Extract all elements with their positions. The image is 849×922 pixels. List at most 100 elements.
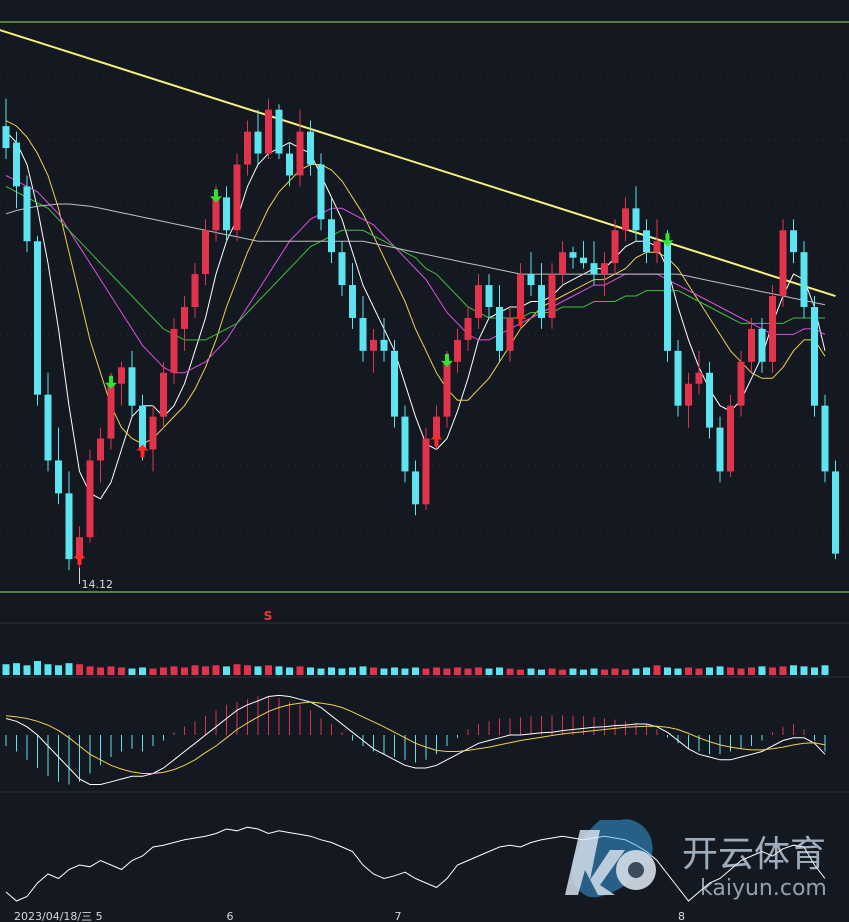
candle <box>464 307 472 351</box>
candle <box>181 296 188 351</box>
volume-bar <box>359 666 367 675</box>
candle <box>527 252 535 297</box>
volume-bar <box>244 665 251 675</box>
volume-bar <box>559 669 566 675</box>
candle <box>223 186 230 242</box>
signal-arrows <box>73 189 674 565</box>
buy-arrow <box>73 551 86 565</box>
buy-arrow <box>430 433 443 447</box>
candle-body <box>527 274 535 286</box>
candle-body <box>748 328 755 362</box>
candle <box>622 197 629 242</box>
candle-body <box>244 131 251 165</box>
candle-body <box>118 367 125 384</box>
candle <box>317 153 325 231</box>
volume-bar <box>181 667 188 675</box>
volume-bar <box>139 667 146 675</box>
candle <box>653 219 661 264</box>
candle-body <box>506 317 514 351</box>
candle <box>65 471 73 571</box>
candle-body <box>475 285 482 318</box>
volume-bar <box>485 668 493 675</box>
candle-body <box>13 142 20 187</box>
candle-body <box>317 164 325 220</box>
volume-bar <box>454 667 461 675</box>
volume-bar <box>55 665 62 675</box>
date-axis: 2023/04/18/三 5 6 7 8 <box>14 910 685 922</box>
candle-body <box>97 438 104 461</box>
candle <box>13 131 20 209</box>
candle <box>391 339 398 428</box>
candle-body <box>706 372 713 428</box>
volume-bar <box>464 668 472 675</box>
candle-body <box>464 317 472 340</box>
candle <box>559 241 566 286</box>
volume-bar <box>611 668 619 675</box>
candle <box>748 317 755 373</box>
volume-bar <box>275 666 283 675</box>
candle-body <box>569 252 577 258</box>
candle <box>811 296 818 417</box>
volume-bar <box>632 668 640 675</box>
candle <box>233 153 241 242</box>
volume-bar <box>716 666 724 675</box>
volume-bar <box>191 665 199 675</box>
volume-bar <box>685 667 692 675</box>
watermark-url: kaiyun.com <box>700 876 827 901</box>
candle <box>296 109 304 187</box>
candle <box>790 219 797 264</box>
candle <box>265 98 272 160</box>
volume-bar <box>254 666 262 675</box>
date-label: 7 <box>395 910 402 922</box>
candle-body <box>821 405 829 472</box>
candle-body <box>149 416 157 450</box>
candle-body <box>86 460 94 538</box>
candle-body <box>685 383 692 406</box>
candle-body <box>485 285 493 307</box>
candle <box>737 350 745 417</box>
candle <box>779 219 787 307</box>
volume-bar <box>65 663 73 675</box>
volume-bar <box>307 667 314 675</box>
candle <box>685 372 692 428</box>
low-price-label: 14.12 <box>82 578 114 591</box>
volume-bar <box>118 667 125 675</box>
volume-bar <box>107 666 115 675</box>
candle <box>569 246 577 269</box>
candle <box>548 263 556 329</box>
candle <box>422 427 430 510</box>
buy-arrow <box>136 444 149 458</box>
s-marker: S <box>264 609 273 623</box>
volume-bar <box>800 666 808 675</box>
candle-body <box>538 285 545 318</box>
candle-body <box>233 164 241 231</box>
oscillator-line <box>5 826 826 902</box>
buy-arrow <box>514 312 527 326</box>
candle-body <box>632 208 640 231</box>
candle-body <box>664 241 671 351</box>
volume-bar <box>370 667 377 675</box>
candle <box>170 317 178 384</box>
volume-bars <box>2 661 829 675</box>
candle-body <box>349 285 356 318</box>
candle-body <box>359 317 367 351</box>
candle-body <box>611 230 619 264</box>
volume-bar <box>13 663 20 675</box>
oscillator-panel <box>5 826 826 902</box>
candle-body <box>737 361 745 406</box>
candle <box>349 263 356 329</box>
candle-body <box>800 252 808 307</box>
volume-bar <box>622 669 629 675</box>
candle-body <box>653 241 661 253</box>
candle <box>643 219 650 264</box>
volume-bar <box>779 666 787 675</box>
candle-body <box>548 274 556 318</box>
candle <box>454 328 461 373</box>
candle-body <box>55 460 62 494</box>
candle <box>380 317 388 362</box>
candle-body <box>517 274 524 318</box>
candle <box>370 328 377 373</box>
candle <box>338 241 346 297</box>
candle-body <box>758 328 766 362</box>
volume-bar <box>412 667 419 675</box>
